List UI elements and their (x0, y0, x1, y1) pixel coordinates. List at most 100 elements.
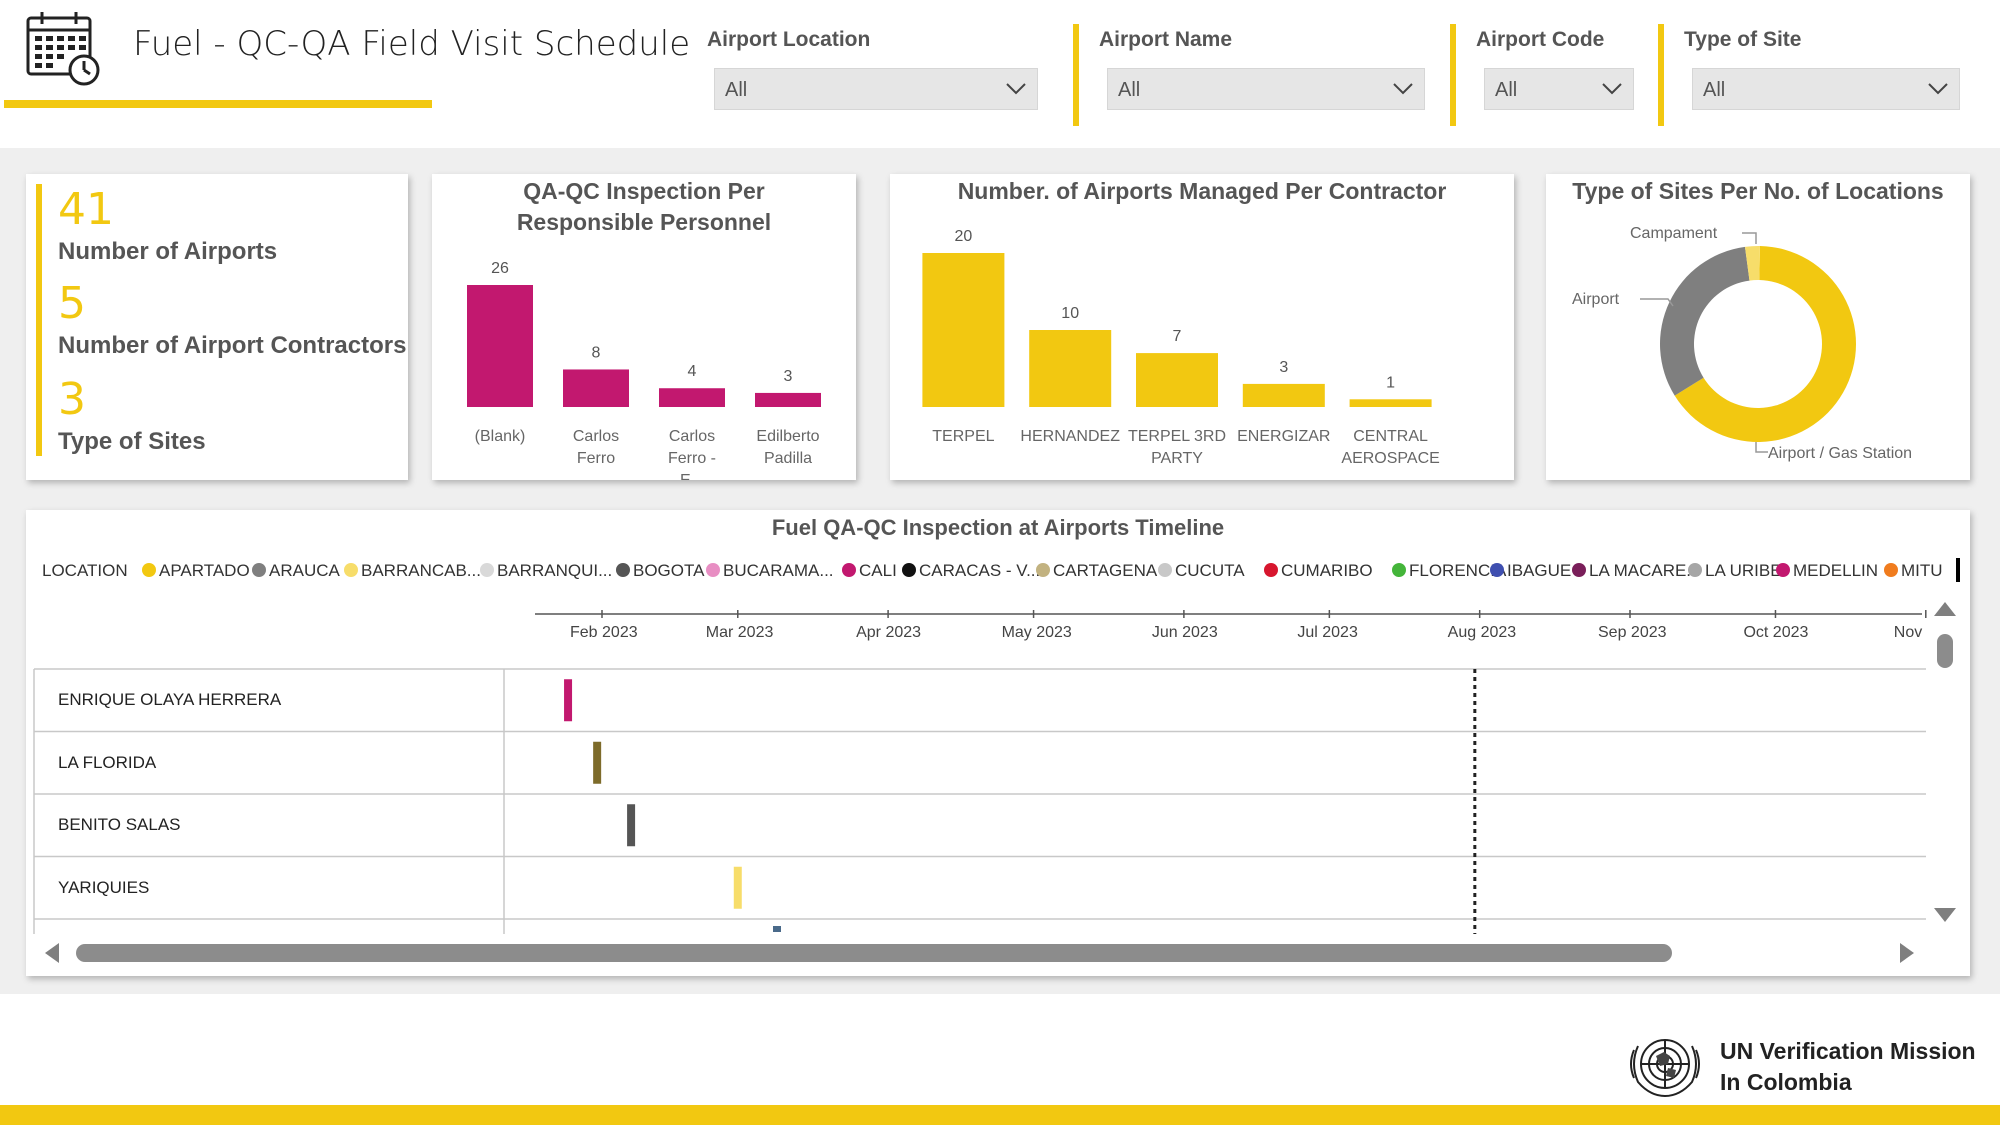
legend-dot-icon (842, 563, 856, 577)
timeline-row-label: LA FLORIDA (58, 752, 157, 772)
dropdown-value: All (725, 79, 748, 101)
legend-item[interactable]: CALI (842, 561, 897, 581)
airport-name-dropdown[interactable]: All (1107, 68, 1425, 110)
donut-slice[interactable] (1660, 246, 1750, 396)
timeline-row-label: ENRIQUE OLAYA HERRERA (58, 690, 282, 710)
category-label: HERNANDEZ (1020, 428, 1120, 445)
kpi-contractors-label: Number of Airport Contractors (58, 332, 407, 359)
bar[interactable] (563, 369, 629, 407)
legend-dot-icon (616, 563, 630, 577)
legend-dot-icon (1036, 563, 1050, 577)
airport-location-dropdown[interactable]: All (714, 68, 1038, 110)
page-title: Fuel - QC-QA Field Visit Schedule (133, 24, 691, 64)
legend-dot-icon (902, 563, 916, 577)
timeline-legend: LOCATION APARTADO ARAUCA BARRANCAB... BARRA… (42, 559, 1962, 585)
category-label: Ferro (577, 450, 615, 467)
data-label: 3 (1279, 359, 1288, 376)
legend-item[interactable]: APARTADO (142, 561, 250, 581)
dropdown-value: All (1495, 79, 1518, 101)
bar[interactable] (1029, 330, 1112, 407)
month-label: Jul 2023 (1297, 624, 1358, 641)
month-label: Mar 2023 (705, 624, 774, 641)
legend-dot-icon (1884, 563, 1898, 577)
data-label: 4 (688, 363, 697, 380)
calendar-clock-icon (26, 12, 100, 86)
legend-dot-icon (344, 563, 358, 577)
leader-line (1640, 298, 1674, 307)
legend-dot-icon (480, 563, 494, 577)
month-label: Nov (1893, 624, 1923, 641)
legend-item[interactable]: FLORENCIA (1392, 561, 1506, 581)
data-label: 10 (1061, 305, 1079, 322)
scroll-right-icon[interactable] (1900, 943, 1914, 963)
airport-code-dropdown[interactable]: All (1484, 68, 1634, 110)
legend-item[interactable]: BUCARAMA... (706, 561, 834, 581)
legend-item[interactable]: LA MACARE... (1572, 561, 1700, 581)
type-of-site-dropdown[interactable]: All (1692, 68, 1960, 110)
legend-dot-icon (1264, 563, 1278, 577)
legend-dot-icon (1490, 563, 1504, 577)
legend-label: BARRANCAB... (361, 561, 481, 580)
slicer-accent-bar (1073, 24, 1079, 126)
legend-item[interactable]: CARACAS - V... (902, 561, 1040, 581)
dropdown-value: All (1118, 79, 1141, 101)
legend-item[interactable]: CARTAGENA (1036, 561, 1157, 581)
horizontal-scroll-thumb[interactable] (76, 944, 1672, 962)
legend-dot-icon (1158, 563, 1172, 577)
slicer-label: Airport Name (1099, 28, 1233, 51)
legend-item[interactable]: CUCUTA (1158, 561, 1245, 581)
legend-label: LA URIBE (1705, 561, 1782, 580)
legend-label: BOGOTA (633, 561, 705, 580)
legend-scroll-indicator[interactable] (1956, 558, 1960, 582)
bar[interactable] (1136, 353, 1218, 407)
slicer-accent-bar (1658, 24, 1664, 126)
bar[interactable] (755, 392, 821, 407)
legend-item[interactable]: MEDELLIN (1776, 561, 1878, 581)
slicer-label: Airport Location (707, 28, 871, 51)
legend-item[interactable]: ARAUCA (252, 561, 340, 581)
bar[interactable] (1242, 383, 1325, 407)
vertical-scroll-thumb[interactable] (1937, 634, 1953, 668)
category-label: TERPEL (932, 428, 994, 445)
bar[interactable] (1349, 399, 1432, 407)
site-types-donut-chart: Airport / Gas Station Airport Campament (1572, 225, 1912, 462)
bar[interactable] (467, 285, 533, 407)
donut-slice[interactable] (1674, 246, 1856, 442)
category-label: Carlos (573, 428, 619, 445)
legend-item[interactable]: IBAGUE (1490, 561, 1571, 581)
slicer-label: Type of Site (1684, 28, 1802, 51)
chart-title: Number. of Airports Managed Per Contract… (957, 178, 1447, 204)
leader-line (1742, 232, 1757, 244)
legend-item[interactable]: BARRANQUI... (480, 561, 612, 581)
legend-item[interactable]: LA URIBE (1688, 561, 1782, 581)
legend-label: ARAUCA (269, 561, 340, 580)
category-label: Ferro - (668, 450, 716, 467)
vertical-scrollbar[interactable] (1930, 598, 1960, 928)
legend-label: CUMARIBO (1281, 561, 1373, 580)
org-name-line1: UN Verification Mission (1720, 1038, 1976, 1064)
legend-item[interactable]: CUMARIBO (1264, 561, 1373, 581)
horizontal-scrollbar[interactable] (40, 936, 1920, 970)
personnel-bar-chart: 26 (Blank) 8 Carlos Ferro 4 Carlos Ferro - E... 3… (467, 260, 821, 480)
data-label: 1 (1386, 374, 1395, 391)
category-label: E... (680, 472, 704, 480)
month-label: May 2023 (1001, 624, 1072, 641)
timeline-card: Fuel QA-QC Inspection at Airports Timeli… (26, 510, 1970, 976)
leader-line (1755, 442, 1768, 453)
scroll-up-icon[interactable] (1934, 602, 1956, 616)
bar[interactable] (922, 253, 1005, 407)
legend-item[interactable]: BARRANCAB... (344, 561, 481, 581)
scroll-left-icon[interactable] (45, 943, 59, 963)
un-emblem-icon (1630, 1039, 1700, 1098)
legend-label: FLORENCIA (1409, 561, 1507, 580)
legend-item[interactable]: BOGOTA (616, 561, 704, 581)
legend-item[interactable]: MITU (1884, 561, 1943, 581)
category-label: Padilla (764, 450, 812, 467)
bar[interactable] (659, 388, 725, 407)
donut-slice[interactable] (1744, 246, 1760, 281)
data-label: 8 (592, 344, 601, 361)
title-underline (4, 100, 432, 108)
data-label: 26 (491, 260, 509, 277)
scroll-down-icon[interactable] (1934, 908, 1956, 922)
timeline-row-label: BENITO SALAS (58, 815, 181, 835)
